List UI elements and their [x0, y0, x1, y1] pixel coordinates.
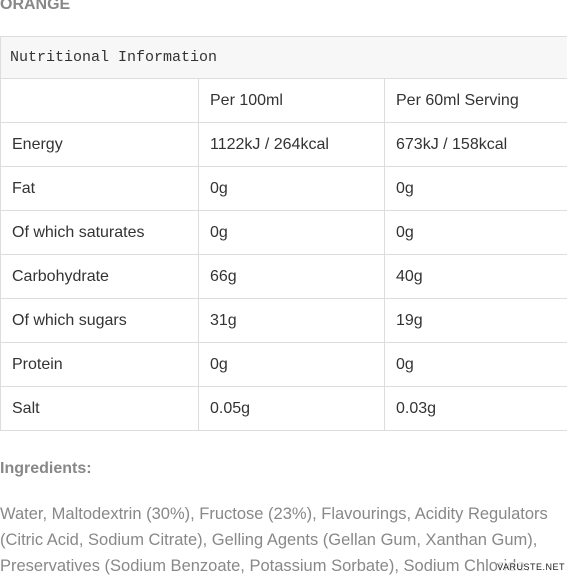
row-label: Of which saturates [1, 211, 199, 255]
column-header: Per 60ml Serving [385, 79, 567, 123]
watermark: VARUSTE.NET [497, 562, 565, 572]
ingredients-text: Water, Maltodextrin (30%), Fructose (23%… [0, 501, 560, 579]
cell: 31g [199, 299, 385, 343]
table-header: Nutritional Information [1, 37, 567, 79]
cell: 40g [385, 255, 567, 299]
cell: 0g [385, 343, 567, 387]
row-label: Protein [1, 343, 199, 387]
column-header: Per 100ml [199, 79, 385, 123]
cell: 0g [199, 343, 385, 387]
empty-cell [1, 79, 199, 123]
row-label: Fat [1, 167, 199, 211]
row-label: Of which sugars [1, 299, 199, 343]
cell: 19g [385, 299, 567, 343]
cell: 0g [385, 167, 567, 211]
table-head: Nutritional Information Per 100ml Per 60… [1, 37, 567, 123]
row-label: Carbohydrate [1, 255, 199, 299]
nutrition-table: Nutritional Information Per 100ml Per 60… [0, 36, 567, 431]
cell: 0.05g [199, 387, 385, 431]
cell: 0.03g [385, 387, 567, 431]
row-label: Energy [1, 123, 199, 167]
product-title: ORANGE [0, 0, 70, 14]
column-row: Per 100ml Per 60ml Serving [1, 79, 567, 123]
cell: 673kJ / 158kcal [385, 123, 567, 167]
cell: 66g [199, 255, 385, 299]
row-label: Salt [1, 387, 199, 431]
cell: 0g [199, 167, 385, 211]
cell: 1122kJ / 264kcal [199, 123, 385, 167]
cell: 0g [199, 211, 385, 255]
ingredients-label: Ingredients: [0, 460, 92, 478]
cell: 0g [385, 211, 567, 255]
header-row: Nutritional Information [1, 37, 567, 79]
